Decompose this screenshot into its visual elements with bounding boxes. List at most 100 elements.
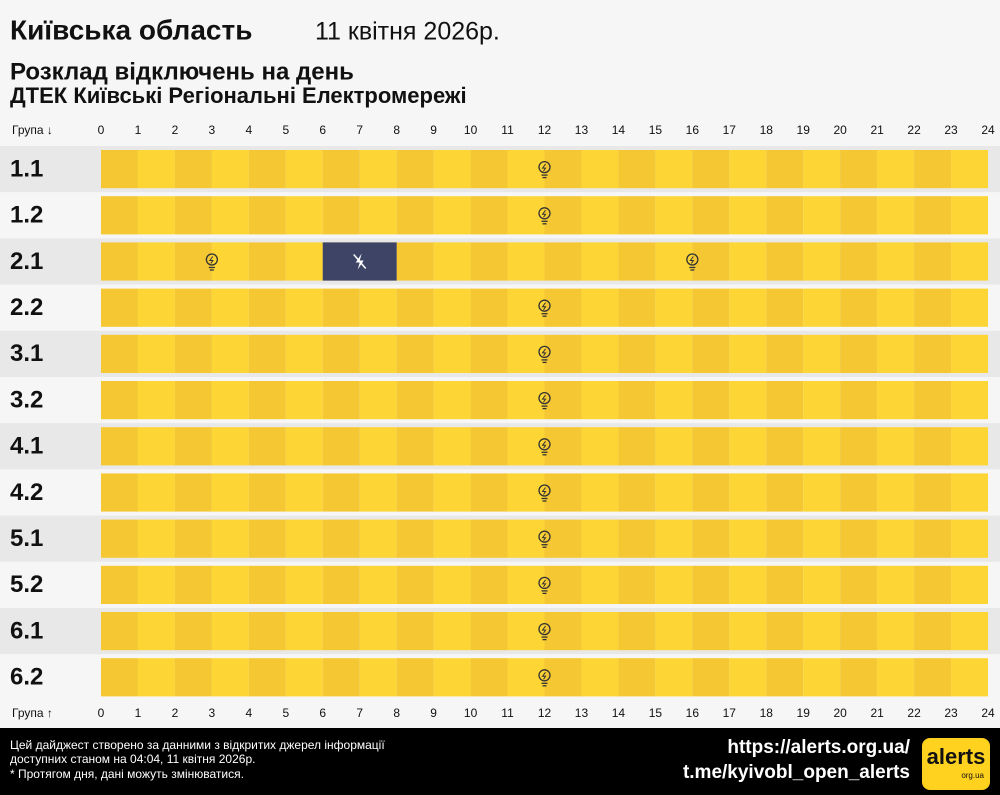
hour-cell xyxy=(581,565,619,604)
hour-cell xyxy=(729,288,767,327)
hour-cell xyxy=(137,288,175,327)
hour-cell xyxy=(470,565,508,604)
hour-cell xyxy=(470,242,508,281)
hour-cell xyxy=(951,612,988,651)
hour-cell xyxy=(285,381,323,420)
hour-cell xyxy=(618,658,656,697)
hour-cell xyxy=(359,565,397,604)
hour-cell xyxy=(729,242,767,281)
hour-cell xyxy=(544,288,582,327)
hour-cell xyxy=(655,473,693,512)
hour-cell xyxy=(655,519,693,558)
hour-cell xyxy=(803,381,841,420)
hour-cell xyxy=(174,334,212,373)
footer-note: доступних станом на 04:04, 11 квітня 202… xyxy=(10,752,255,766)
bulb-icon xyxy=(538,345,551,359)
hour-label: 3 xyxy=(209,123,216,137)
hour-cell xyxy=(581,288,619,327)
footer-link[interactable]: t.me/kyivobl_open_alerts xyxy=(683,762,910,783)
hour-cell xyxy=(359,519,397,558)
hour-cell xyxy=(618,565,656,604)
hour-cell xyxy=(248,519,286,558)
hour-cell xyxy=(433,473,471,512)
hour-cell xyxy=(470,196,508,235)
hour-cell xyxy=(914,565,952,604)
hour-label: 7 xyxy=(356,123,363,137)
axis-label: Група ↓ xyxy=(12,123,53,137)
hour-cell xyxy=(101,473,138,512)
hour-label: 18 xyxy=(760,706,774,720)
hour-cell xyxy=(248,334,286,373)
hour-cell xyxy=(692,334,730,373)
hour-cell xyxy=(618,334,656,373)
hour-cell xyxy=(655,288,693,327)
hour-label: 5 xyxy=(282,123,289,137)
hour-cell xyxy=(840,334,878,373)
hour-label: 0 xyxy=(98,706,105,720)
hour-cell xyxy=(655,427,693,466)
hour-cell xyxy=(507,519,545,558)
bulb-icon xyxy=(538,576,551,590)
hour-cell xyxy=(211,334,249,373)
hour-cell xyxy=(803,334,841,373)
hour-cell xyxy=(359,658,397,697)
bulb-icon xyxy=(541,163,547,172)
hour-cell xyxy=(285,242,323,281)
hour-cell xyxy=(581,658,619,697)
hour-cell xyxy=(174,565,212,604)
hour-cell xyxy=(396,196,434,235)
hour-cell xyxy=(655,150,693,189)
hour-cell xyxy=(951,196,988,235)
bulb-icon xyxy=(689,256,695,264)
hour-cell xyxy=(729,658,767,697)
hour-cell xyxy=(655,612,693,651)
hour-cell xyxy=(433,242,471,281)
hour-cell xyxy=(396,150,434,189)
hour-cell xyxy=(840,427,878,466)
bulb-icon xyxy=(538,669,551,682)
hour-cell xyxy=(137,658,175,697)
hour-label: 24 xyxy=(981,706,995,720)
hour-cell xyxy=(359,612,397,651)
footer-bg xyxy=(0,728,1000,795)
bulb-icon xyxy=(541,348,547,357)
hour-cell xyxy=(322,473,360,512)
hour-cell xyxy=(174,150,212,189)
hour-label: 12 xyxy=(538,706,552,720)
bulb-icon xyxy=(538,299,551,312)
hour-label: 11 xyxy=(501,123,514,137)
hour-label: 6 xyxy=(319,123,326,137)
hour-cell xyxy=(174,658,212,697)
hour-cell xyxy=(840,473,878,512)
hour-cell xyxy=(692,473,730,512)
hour-cell xyxy=(174,196,212,235)
hour-label: 19 xyxy=(797,123,811,137)
hour-cell xyxy=(101,381,138,420)
bulb-icon xyxy=(205,253,219,266)
hour-cell xyxy=(507,150,545,189)
hour-cell xyxy=(803,519,841,558)
hour-cell xyxy=(951,473,988,512)
hour-cell xyxy=(914,288,952,327)
hour-cell xyxy=(396,658,434,697)
hour-cell xyxy=(729,519,767,558)
hour-cell xyxy=(137,196,175,235)
company: ДТЕК Київські Регіональні Електромережі xyxy=(10,83,467,108)
hour-cell xyxy=(433,196,471,235)
hour-cell xyxy=(766,242,804,281)
hour-cell xyxy=(101,565,138,604)
footer-link[interactable]: https://alerts.org.ua/ xyxy=(727,737,910,758)
hour-cell xyxy=(137,565,175,604)
hour-cell xyxy=(433,150,471,189)
hour-cell xyxy=(470,612,508,651)
hour-label: 13 xyxy=(575,706,589,720)
hour-cell xyxy=(692,150,730,189)
hour-cell xyxy=(359,196,397,235)
hour-cell xyxy=(618,473,656,512)
hour-cell xyxy=(211,150,249,189)
hour-cell xyxy=(470,519,508,558)
hour-cell xyxy=(655,658,693,697)
hour-cell xyxy=(433,658,471,697)
hour-label: 17 xyxy=(723,706,737,720)
